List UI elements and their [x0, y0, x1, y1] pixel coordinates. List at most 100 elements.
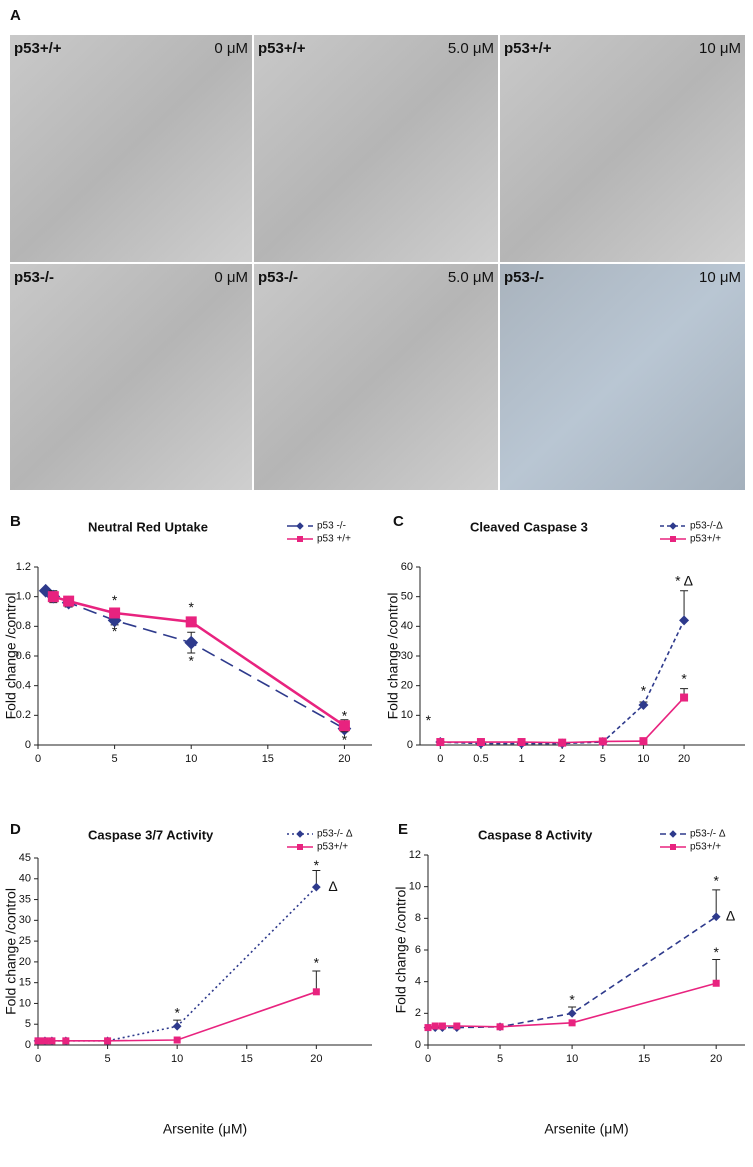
- marker: [436, 738, 445, 747]
- y-tick-label: 0.2: [16, 709, 31, 721]
- y-tick-label: 12: [409, 849, 421, 861]
- x-tick-label: 2: [559, 753, 565, 765]
- chart-title: Caspase 3/7 Activity: [88, 827, 214, 842]
- annotation: * Δ: [675, 573, 693, 589]
- dose-label: 0 μM: [214, 269, 248, 286]
- micrograph: [10, 35, 252, 262]
- marker: [567, 1008, 577, 1018]
- marker: [476, 738, 485, 747]
- y-tick-label: 0: [415, 1039, 421, 1051]
- x-tick-label: 15: [262, 753, 274, 765]
- annotation: *: [112, 592, 118, 608]
- annotation: *: [314, 955, 320, 971]
- y-tick-label: 4: [415, 976, 421, 988]
- x-tick-label: 0: [35, 1053, 41, 1065]
- x-tick-label: 0: [425, 1053, 431, 1065]
- genotype-label: p53+/+: [14, 40, 62, 57]
- y-tick-label: 10: [409, 881, 421, 893]
- y-tick-label: 40: [19, 873, 31, 885]
- annotation: *: [314, 857, 320, 873]
- marker: [296, 830, 304, 838]
- legend-label: p53+/+: [690, 534, 721, 545]
- y-tick-label: 0.4: [16, 680, 31, 692]
- x-axis-label: Arsenite (μM): [544, 1121, 628, 1137]
- marker: [296, 522, 304, 530]
- annotation: *: [713, 944, 719, 960]
- micrograph: [10, 264, 252, 490]
- y-tick-label: 40: [401, 620, 413, 632]
- marker: [297, 844, 303, 850]
- dose-label: 0 μM: [214, 40, 248, 57]
- x-tick-label: 1: [519, 753, 525, 765]
- panel-letter: A: [10, 7, 21, 24]
- x-tick-label: 5: [497, 1053, 503, 1065]
- y-axis-label: Fold change /control: [393, 887, 409, 1014]
- legend-label: p53 +/+: [317, 534, 351, 545]
- y-tick-label: 5: [25, 1018, 31, 1030]
- x-tick-label: 0.5: [473, 753, 488, 765]
- x-tick-label: 0: [35, 753, 41, 765]
- y-axis-label: Fold change /control: [3, 888, 19, 1015]
- marker: [63, 595, 75, 607]
- y-tick-label: 25: [19, 935, 31, 947]
- annotation: *: [681, 670, 687, 686]
- marker: [638, 699, 649, 710]
- x-tick-label: 20: [710, 1053, 722, 1065]
- marker: [311, 882, 321, 892]
- marker: [679, 615, 690, 626]
- marker: [47, 591, 59, 603]
- marker: [104, 1037, 112, 1045]
- marker: [173, 1036, 181, 1044]
- marker: [312, 988, 320, 996]
- y-tick-label: 50: [401, 591, 413, 603]
- marker: [558, 738, 567, 747]
- marker: [41, 1037, 49, 1045]
- annotation: *: [174, 1005, 180, 1021]
- x-axis-label: Arsenite (μM): [163, 1121, 247, 1137]
- marker: [712, 979, 720, 987]
- y-tick-label: 10: [19, 997, 31, 1009]
- legend-label: p53-/-Δ: [690, 521, 723, 532]
- y-tick-label: 1.0: [16, 591, 31, 603]
- x-tick-label: 15: [241, 1053, 253, 1065]
- x-tick-label: 20: [678, 753, 690, 765]
- marker: [424, 1024, 432, 1032]
- x-tick-label: 5: [112, 753, 118, 765]
- marker: [109, 607, 121, 619]
- y-tick-label: 20: [19, 956, 31, 968]
- legend-label: p53-/- Δ: [690, 829, 726, 840]
- annotation: *: [426, 712, 432, 728]
- annotation: *: [713, 873, 719, 889]
- marker: [438, 1022, 446, 1030]
- legend-label: p53 -/-: [317, 521, 346, 532]
- error-bar: [712, 959, 721, 984]
- panel-letter: E: [398, 821, 408, 838]
- marker: [568, 1019, 576, 1027]
- legend-label: p53+/+: [317, 842, 348, 853]
- annotation: *: [188, 653, 194, 669]
- y-axis-label: Fold change /control: [3, 593, 19, 720]
- x-tick-label: 20: [310, 1053, 322, 1065]
- x-tick-label: 10: [171, 1053, 183, 1065]
- chart-title: Neutral Red Uptake: [88, 519, 208, 534]
- marker: [172, 1021, 182, 1031]
- micrograph: [500, 264, 745, 490]
- marker: [680, 693, 689, 702]
- marker: [431, 1022, 439, 1030]
- x-tick-label: 15: [638, 1053, 650, 1065]
- x-tick-label: 5: [105, 1053, 111, 1065]
- marker: [62, 1037, 70, 1045]
- series-line: [45, 590, 345, 730]
- y-tick-label: 15: [19, 977, 31, 989]
- series-line: [440, 620, 685, 745]
- marker: [517, 738, 526, 747]
- dose-label: 10 μM: [699, 40, 741, 57]
- y-tick-label: 45: [19, 852, 31, 864]
- y-tick-label: 10: [401, 709, 413, 721]
- y-tick-label: 30: [401, 650, 413, 662]
- genotype-label: p53-/-: [14, 269, 54, 286]
- y-tick-label: 6: [415, 944, 421, 956]
- panel-letter: D: [10, 821, 21, 838]
- marker: [496, 1023, 504, 1031]
- genotype-label: p53-/-: [504, 269, 544, 286]
